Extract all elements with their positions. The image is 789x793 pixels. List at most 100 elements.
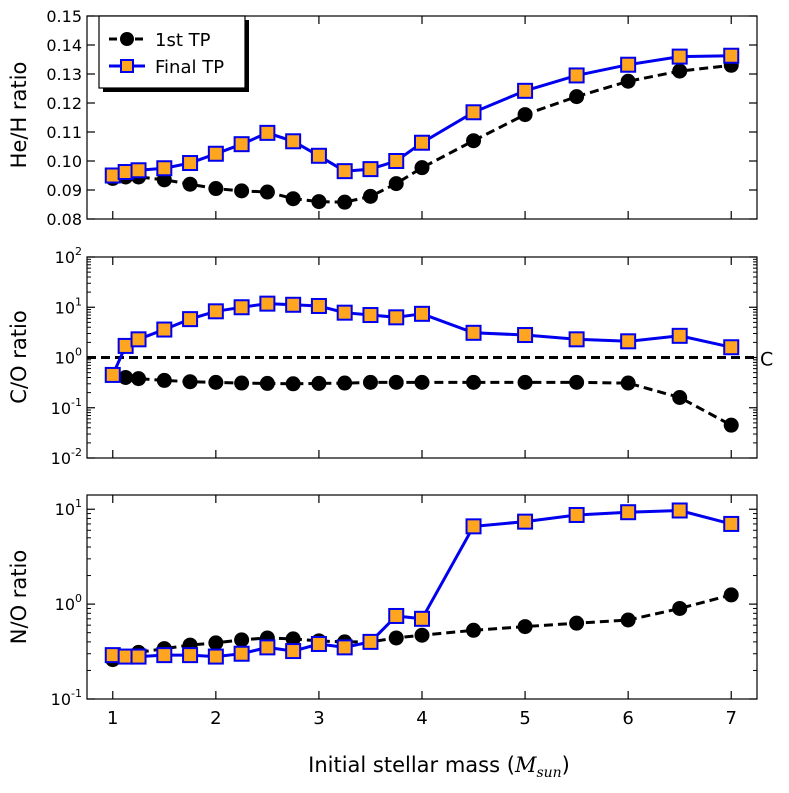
data-point-first-tp: [182, 176, 198, 192]
legend-marker-final-tp: [120, 59, 134, 73]
data-point-first-tp: [723, 587, 739, 603]
data-point-final-tp: [104, 366, 121, 383]
data-point-final-tp: [207, 648, 224, 665]
data-point-final-tp: [156, 160, 173, 177]
data-point-first-tp: [672, 600, 688, 616]
data-point-first-tp: [208, 181, 224, 197]
y-tick-label: 10-1: [51, 687, 82, 709]
data-point-final-tp: [723, 515, 740, 532]
y-tick-label-base: 10: [55, 298, 75, 317]
y-tick-label-exponent: 0: [75, 592, 82, 605]
y-tick-label-exponent: 1: [75, 497, 82, 510]
data-point-final-tp: [285, 133, 302, 150]
series-line-first-tp: [112, 593, 732, 662]
data-point-first-tp: [388, 176, 404, 192]
y-tick-label: 101: [55, 295, 82, 317]
data-point-first-tp: [182, 374, 198, 390]
x-axis-label-subscript: sun: [536, 765, 561, 781]
data-point-final-tp: [388, 607, 405, 624]
x-axis-label-symbol: M: [514, 753, 537, 777]
data-point-final-tp: [259, 124, 276, 141]
data-point-first-tp: [311, 375, 327, 391]
data-point-first-tp: [569, 615, 585, 631]
data-point-final-tp: [671, 48, 688, 65]
y-tick-label-base: 10: [51, 399, 71, 418]
data-point-first-tp: [517, 107, 533, 123]
data-point-final-tp: [182, 311, 199, 328]
data-point-final-tp: [671, 327, 688, 344]
legend: 1st TP Final TP: [98, 15, 249, 92]
data-point-first-tp: [285, 191, 301, 207]
data-point-first-tp: [466, 622, 482, 638]
data-point-final-tp: [723, 47, 740, 64]
legend-box: [98, 15, 246, 89]
data-point-final-tp: [414, 305, 430, 322]
data-point-final-tp: [130, 648, 147, 665]
y-axis-label: N/O ratio: [7, 550, 31, 644]
data-point-first-tp: [569, 89, 585, 105]
y-tick-label-base: 10: [51, 449, 71, 468]
y-tick-label-base: 10: [55, 500, 75, 519]
data-point-first-tp: [414, 627, 430, 643]
data-point-first-tp: [285, 631, 301, 647]
y-tick-label: 100: [55, 346, 82, 368]
data-point-final-tp: [182, 155, 199, 172]
x-tick-label: 3: [313, 708, 324, 729]
data-point-final-tp: [207, 303, 224, 320]
y-tick-label: 10-2: [51, 446, 82, 468]
data-point-final-tp: [336, 163, 353, 180]
y-tick-label: 0.10: [46, 152, 82, 171]
data-point-first-tp: [388, 374, 404, 390]
reference-line-label: C: [760, 349, 773, 371]
data-point-final-tp: [414, 134, 430, 151]
series-first-tp: [105, 367, 739, 433]
panel-1: 0.08 0.09 0.10 0.11 0.12 0.13 0.14 0.15 He/H rat…: [7, 7, 758, 229]
y-tick-label: 101: [55, 497, 82, 519]
data-point-first-tp: [466, 374, 482, 390]
x-tick-label: 6: [622, 708, 633, 729]
data-point-final-tp: [156, 321, 173, 338]
data-point-first-tp: [517, 619, 533, 635]
data-point-first-tp: [234, 183, 250, 199]
data-point-final-tp: [568, 506, 585, 523]
data-point-first-tp: [259, 184, 275, 200]
data-point-first-tp: [569, 374, 585, 390]
data-point-final-tp: [620, 504, 637, 521]
data-point-final-tp: [568, 67, 585, 84]
x-axis-label-close: ): [562, 753, 570, 777]
x-axis-label: Initial stellar mass (Msun): [308, 753, 570, 781]
x-tick-label: 2: [210, 708, 221, 729]
data-point-first-tp: [208, 635, 224, 651]
y-tick-label-exponent: -1: [71, 396, 82, 409]
x-tick-label: 1: [107, 708, 118, 729]
data-point-first-tp: [156, 372, 172, 388]
data-point-first-tp: [311, 194, 327, 210]
y-tick-label-base: 10: [55, 349, 75, 368]
series-final-tp: [104, 502, 740, 665]
data-point-final-tp: [465, 324, 482, 341]
legend-marker-first-tp: [120, 32, 134, 46]
data-point-final-tp: [723, 339, 740, 356]
data-point-final-tp: [465, 104, 482, 121]
legend-label-first-tp: 1st TP: [155, 30, 211, 51]
data-point-final-tp: [388, 153, 405, 169]
y-tick-label-exponent: -1: [71, 687, 82, 700]
y-tick-label: 0.13: [46, 65, 82, 84]
data-point-first-tp: [234, 632, 250, 648]
data-point-first-tp: [234, 375, 250, 391]
y-tick-label-exponent: -2: [71, 446, 82, 459]
series-final-tp: [104, 47, 740, 184]
data-point-final-tp: [259, 295, 276, 312]
y-tick-label: 0.14: [46, 36, 82, 55]
series-final-tp: [104, 295, 740, 383]
y-tick-label: 102: [55, 245, 82, 267]
data-point-final-tp: [362, 307, 379, 324]
data-point-first-tp: [337, 375, 353, 391]
y-tick-label: 0.12: [46, 94, 82, 113]
y-tick-label: 0.08: [46, 210, 82, 229]
data-point-final-tp: [233, 136, 250, 153]
y-tick-label: 0.15: [46, 7, 82, 26]
data-point-first-tp: [259, 375, 275, 391]
